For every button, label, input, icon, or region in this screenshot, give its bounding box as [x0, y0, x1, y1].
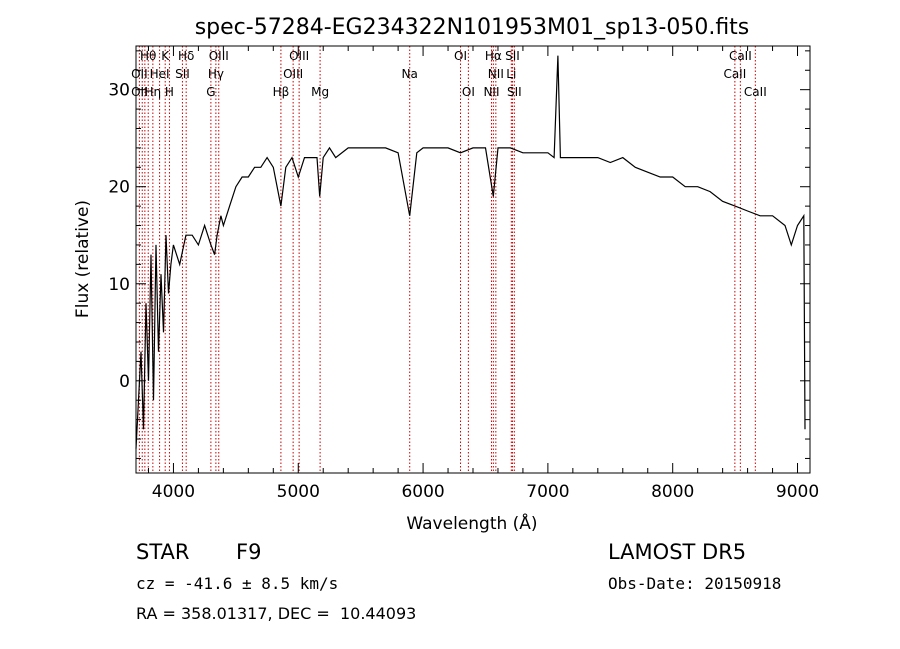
- line-labels-low-2: H: [165, 85, 174, 99]
- line-labels-mid-8: CaII: [723, 67, 746, 81]
- y-tick-label: 30: [108, 81, 130, 101]
- y-tick-label: 20: [108, 178, 130, 198]
- y-axis-label: Flux (relative): [73, 200, 93, 318]
- line-labels-mid-2: SII: [175, 67, 190, 81]
- y-tick-label: 10: [108, 275, 130, 295]
- line-labels-top-0: Hθ: [140, 49, 156, 63]
- chart-title: spec-57284-EG234322N101953M01_sp13-050.f…: [195, 15, 750, 40]
- plot-frame: [135, 45, 811, 474]
- spectral-line-markers: [138, 46, 756, 473]
- survey-name: LAMOST DR5: [608, 540, 747, 564]
- spectral-subclass: F9: [236, 540, 262, 564]
- line-labels-low-9: CaII: [744, 85, 767, 99]
- line-labels-mid-0: OII: [131, 67, 148, 81]
- x-tick-label: 6000: [401, 482, 444, 502]
- line-labels-top-5: OI: [454, 49, 467, 63]
- line-labels-top-1: K: [161, 49, 170, 63]
- line-labels-low-0: OII: [131, 85, 148, 99]
- line-labels-top-8: CaII: [729, 49, 752, 63]
- line-labels-low-7: NII: [483, 85, 499, 99]
- line-labels-mid-6: NII: [488, 67, 504, 81]
- line-labels-low-3: G: [206, 85, 215, 99]
- coordinates: RA = 358.01317, DEC = 10.44093: [136, 604, 417, 623]
- line-labels-top-3: OIII: [209, 49, 229, 63]
- line-labels-mid-4: OIII: [283, 67, 303, 81]
- x-tick-label: 4000: [152, 482, 195, 502]
- x-tick-label: 7000: [526, 482, 569, 502]
- line-labels-top-2: Hδ: [178, 49, 194, 63]
- y-tick-label: 0: [119, 372, 130, 392]
- x-tick-label: 5000: [277, 482, 320, 502]
- x-axis: 4000 5000 6000 7000 8000 9000: [147, 46, 819, 502]
- line-labels-low-1: Hη: [145, 85, 162, 99]
- x-tick-label: 8000: [651, 482, 694, 502]
- line-labels-low-8: SII: [507, 85, 522, 99]
- line-labels-mid-5: Na: [402, 67, 418, 81]
- line-labels-top-7: SII: [505, 49, 520, 63]
- x-axis-label: Wavelength (Å): [406, 512, 537, 534]
- observation-date: Obs-Date: 20150918: [608, 574, 782, 593]
- line-labels-mid-7: Li: [506, 67, 516, 81]
- line-labels-top-6: Hα: [485, 49, 502, 63]
- line-labels-top-4: OIII: [289, 49, 309, 63]
- spectrum-line-0: [135, 55, 806, 449]
- line-labels-low-5: Mg: [311, 85, 329, 99]
- line-labels-mid-1: HeI: [150, 67, 170, 81]
- y-axis: 0 10 20 30: [108, 50, 810, 459]
- x-tick-label: 9000: [776, 482, 819, 502]
- redshift-cz: cz = -41.6 ± 8.5 km/s: [136, 574, 339, 593]
- spectrum-series: [135, 55, 806, 449]
- line-labels-mid-3: Hγ: [208, 67, 224, 81]
- line-labels-low-4: Hβ: [273, 85, 290, 99]
- object-class: STAR: [136, 540, 190, 564]
- line-labels-low-6: OI: [462, 85, 475, 99]
